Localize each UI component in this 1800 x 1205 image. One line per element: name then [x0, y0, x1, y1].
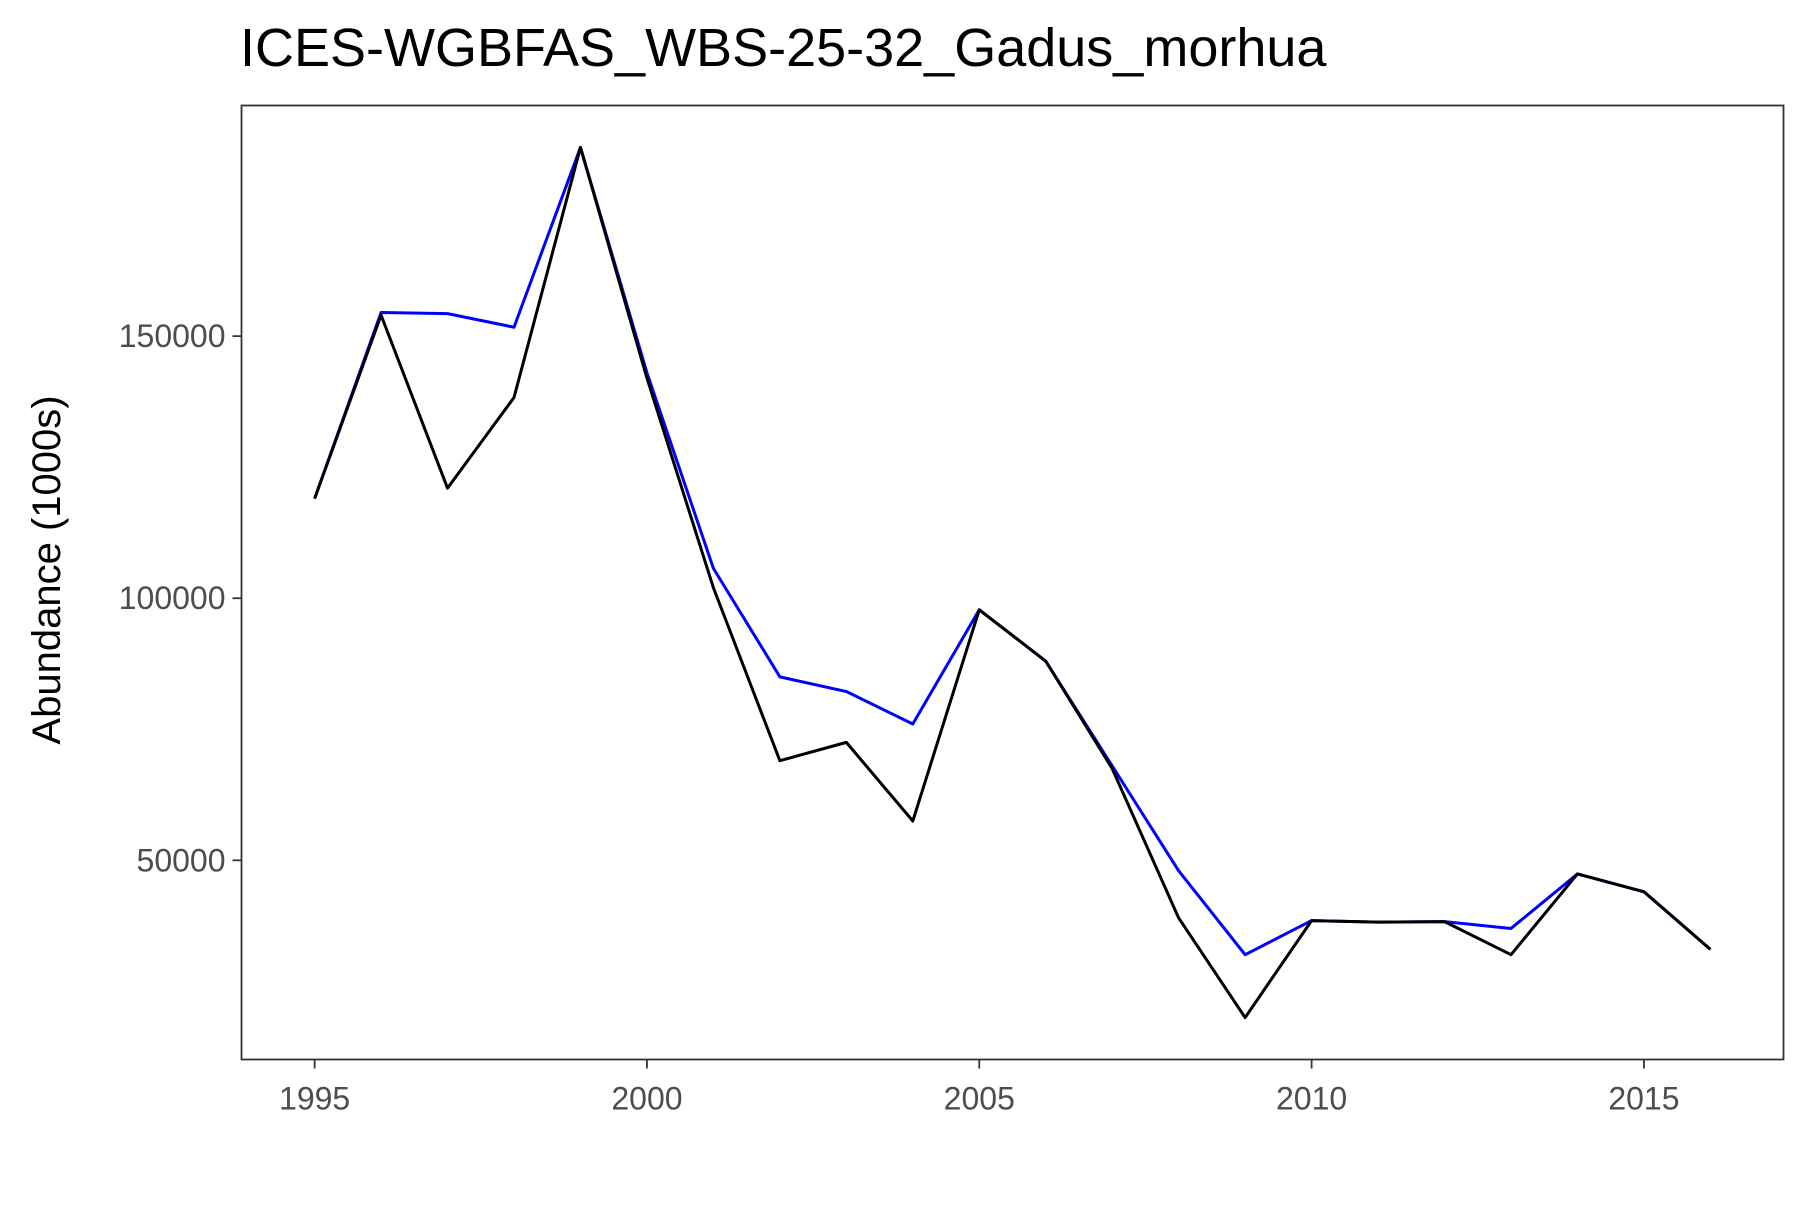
series-1-group: [313, 145, 1712, 1020]
series-1-point: [1576, 872, 1579, 875]
y-tick-label: 100000: [119, 580, 226, 616]
series-1-point: [1377, 921, 1380, 924]
series-1-point: [1044, 660, 1047, 663]
series-1-point: [446, 487, 449, 490]
series-1-point: [712, 586, 715, 589]
series-1-point: [513, 396, 516, 399]
series-1-point: [978, 608, 981, 611]
series-1-point: [778, 759, 781, 762]
series-1-point: [845, 741, 848, 744]
series-0-point: [911, 723, 914, 726]
y-tick-label: 150000: [119, 318, 226, 354]
y-axis-label: Abundance (1000s): [25, 395, 69, 744]
x-tick-label: 2015: [1608, 1081, 1679, 1117]
series-0-point: [1177, 869, 1180, 872]
chart-title: ICES-WGBFAS_WBS-25-32_Gadus_morhua: [240, 18, 1327, 78]
series-0-point: [446, 312, 449, 315]
series-0-point: [513, 326, 516, 329]
series-1-point: [1642, 890, 1645, 893]
series-1-point: [313, 497, 316, 500]
series-1-point: [1443, 920, 1446, 923]
series-1-line: [313, 145, 1712, 1020]
series-1-point: [579, 146, 582, 149]
series-1-point: [645, 377, 648, 380]
x-tick-label: 1995: [279, 1081, 350, 1117]
series-0-point: [1244, 953, 1247, 956]
series-1-point: [911, 820, 914, 823]
series-1-point: [380, 314, 383, 317]
x-tick-label: 2000: [611, 1081, 682, 1117]
series-1-point: [1509, 953, 1512, 956]
x-tick-label: 2005: [944, 1081, 1015, 1117]
x-axis: 1995 2000 2005 2010 2015: [279, 1059, 1680, 1117]
y-axis: 50000 100000 150000: [119, 318, 242, 878]
series-1-point: [1310, 919, 1313, 922]
x-tick-label: 2010: [1276, 1081, 1347, 1117]
y-tick-label: 50000: [137, 842, 226, 878]
series-0-point: [712, 567, 715, 570]
series-1-point: [1244, 1016, 1247, 1019]
series-0-point: [778, 675, 781, 678]
series-layer: [313, 145, 1712, 1020]
series-1-point: [1111, 767, 1114, 770]
series-1-point: [1177, 916, 1180, 919]
plot-panel-border: [240, 104, 1785, 1061]
series-0-point: [1509, 927, 1512, 930]
series-1-point: [1709, 948, 1712, 951]
series-0-point: [380, 311, 383, 314]
series-0-point: [845, 690, 848, 693]
